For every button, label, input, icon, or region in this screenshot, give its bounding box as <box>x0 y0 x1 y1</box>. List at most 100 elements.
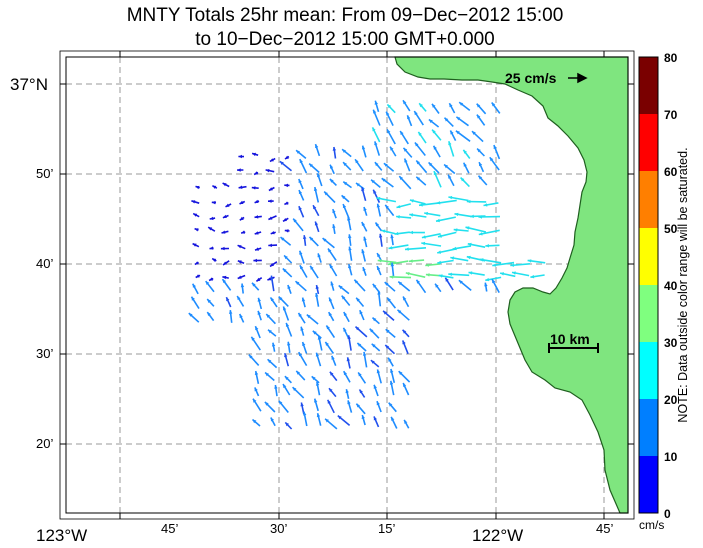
current-vector-head <box>433 145 437 150</box>
current-vector-head <box>270 417 274 422</box>
current-vector-head <box>254 171 259 175</box>
current-vector-head <box>472 131 476 135</box>
current-vector-head <box>317 253 321 258</box>
current-vector-head <box>329 371 334 376</box>
current-vector-head <box>374 162 379 167</box>
current-vector-head <box>448 195 453 200</box>
current-vector-head <box>257 297 261 302</box>
reference-vector-label: 25 cm/s <box>505 70 557 86</box>
current-vector-head <box>188 313 193 317</box>
current-vector-head <box>448 272 452 276</box>
current-vector-head <box>342 204 347 209</box>
current-vector-head <box>416 160 420 165</box>
current-vector-head <box>279 161 284 165</box>
current-vector-head <box>315 352 320 357</box>
current-vector-head <box>209 277 214 281</box>
current-vector-head <box>299 159 303 164</box>
current-vector-head <box>328 248 332 253</box>
current-vector-head <box>361 187 365 192</box>
current-vector-head <box>300 402 304 407</box>
current-vector-head <box>390 368 394 373</box>
lon-label-122w: 122°W <box>472 526 524 545</box>
current-vector-head <box>437 250 441 254</box>
current-vector-head <box>254 231 259 235</box>
current-vector-head <box>492 279 496 284</box>
current-vector-head <box>222 275 227 280</box>
plot-frame <box>65 56 629 514</box>
lon-label-45: 45’ <box>161 521 179 536</box>
current-vector-head <box>238 185 243 189</box>
current-vector-head <box>338 285 343 290</box>
current-vector-head <box>361 145 366 150</box>
plot-background <box>66 57 628 513</box>
current-vector-head <box>373 189 377 194</box>
current-vector-head <box>468 271 473 275</box>
current-vector-head <box>396 205 401 209</box>
current-vector-head <box>251 186 256 190</box>
current-vector-head <box>194 228 199 232</box>
current-vector-head <box>510 263 515 267</box>
current-vector-head <box>347 400 351 405</box>
current-vector-head <box>254 371 259 375</box>
current-vector-head <box>484 282 488 287</box>
current-vector-head <box>283 218 287 222</box>
current-vector-head <box>376 401 380 406</box>
current-vector-head <box>397 309 402 314</box>
current-vector-head <box>373 384 377 389</box>
current-vector-head <box>394 231 399 236</box>
current-vector-head <box>313 187 318 191</box>
current-vector-head <box>209 246 214 250</box>
current-vector-head <box>383 163 388 167</box>
current-vector-head <box>377 253 381 258</box>
current-vector-head <box>391 416 395 421</box>
current-vector-head <box>375 222 379 227</box>
current-vector-head <box>254 199 259 203</box>
colorbar-unit: cm/s <box>639 518 665 532</box>
current-vector-head <box>421 235 426 239</box>
current-vector-head <box>372 317 377 322</box>
current-vector-head <box>466 255 471 260</box>
current-vector-head <box>453 228 458 232</box>
current-vector-head <box>274 385 278 389</box>
current-vector-head <box>282 268 287 273</box>
current-vector-head <box>311 376 316 381</box>
current-vector-head <box>359 310 363 315</box>
colorbar <box>639 57 658 513</box>
current-vector-head <box>268 329 272 334</box>
current-vector-head <box>405 247 409 251</box>
current-vector-head <box>284 376 289 380</box>
scale-bar <box>548 343 599 353</box>
lon-label-15: 15’ <box>378 521 396 536</box>
current-vector-head <box>478 215 482 219</box>
current-vector-head <box>330 281 334 286</box>
current-vector-head <box>268 243 272 247</box>
current-vector-head <box>252 419 257 424</box>
current-vector-head <box>372 127 376 132</box>
current-vector-head <box>312 330 317 335</box>
current-vector-head <box>265 169 270 173</box>
current-vector-head <box>425 273 430 277</box>
current-vector-head <box>409 230 413 235</box>
current-vector-head <box>398 281 403 286</box>
current-vector-head <box>387 262 392 266</box>
current-vector-head <box>317 173 321 178</box>
current-vector-head <box>414 142 419 147</box>
title-line-1: MNTY Totals 25hr mean: From 09−Dec−2012 … <box>126 5 564 26</box>
current-vector-head <box>341 195 346 200</box>
lat-label-40: 40’ <box>36 256 54 271</box>
current-vector-head <box>324 191 328 196</box>
current-vector-head <box>436 201 441 205</box>
current-vector-head <box>396 215 400 219</box>
current-vector-head <box>460 177 465 182</box>
current-vector-head <box>402 340 406 345</box>
current-vector-head <box>343 312 347 316</box>
current-vector-head <box>329 388 333 392</box>
current-vector-head <box>418 131 422 136</box>
current-vector-head <box>354 279 359 284</box>
title-line-2: to 10−Dec−2012 15:00 GMT+0.000 <box>195 29 495 50</box>
current-vector-head <box>257 310 261 315</box>
colorbar-segment <box>639 171 658 228</box>
colorbar-label-30: 30 <box>664 336 678 350</box>
current-vector-head <box>337 415 342 420</box>
